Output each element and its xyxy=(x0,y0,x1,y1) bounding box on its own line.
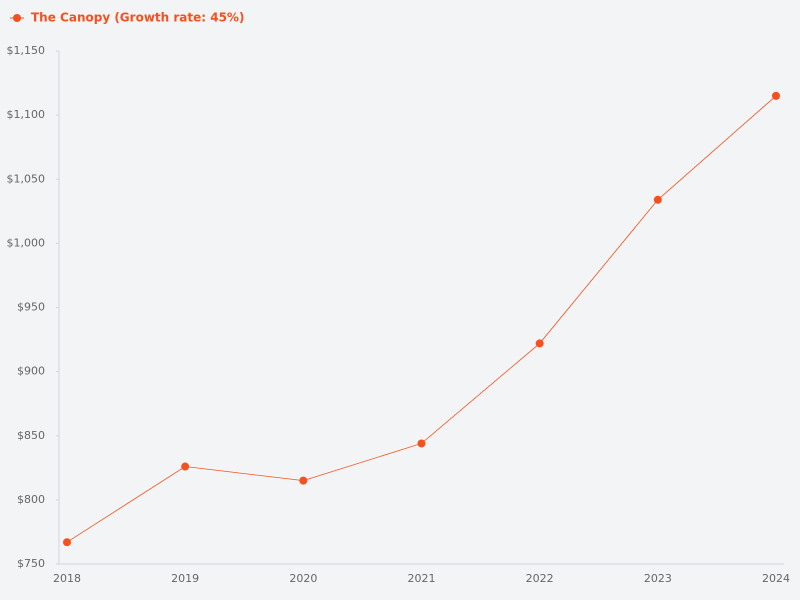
y-tick-label: $850 xyxy=(17,429,45,442)
legend-marker xyxy=(13,14,21,22)
x-tick-label: 2018 xyxy=(53,572,81,585)
data-point xyxy=(63,538,71,547)
data-point xyxy=(772,91,780,100)
y-tick-label: $1,150 xyxy=(7,44,46,57)
y-tick-label: $750 xyxy=(17,557,45,570)
data-point xyxy=(417,439,426,448)
y-tick-label: $900 xyxy=(17,365,45,378)
y-tick-label: $1,100 xyxy=(7,108,46,121)
data-point xyxy=(535,339,544,348)
data-point xyxy=(299,476,308,485)
data-point xyxy=(653,195,662,204)
y-tick-label: $800 xyxy=(17,493,45,506)
x-tick-label: 2020 xyxy=(289,572,317,585)
data-point xyxy=(181,462,190,471)
y-tick-label: $1,050 xyxy=(7,172,46,185)
y-tick-label: $950 xyxy=(17,301,45,314)
x-tick-label: 2024 xyxy=(762,572,790,585)
x-tick-label: 2019 xyxy=(171,572,199,585)
x-tick-label: 2021 xyxy=(408,572,436,585)
legend-text: The Canopy (Growth rate: 45%) xyxy=(31,11,244,25)
x-tick-label: 2022 xyxy=(526,572,554,585)
x-tick-label: 2023 xyxy=(644,572,672,585)
y-tick-label: $1,000 xyxy=(7,236,46,249)
